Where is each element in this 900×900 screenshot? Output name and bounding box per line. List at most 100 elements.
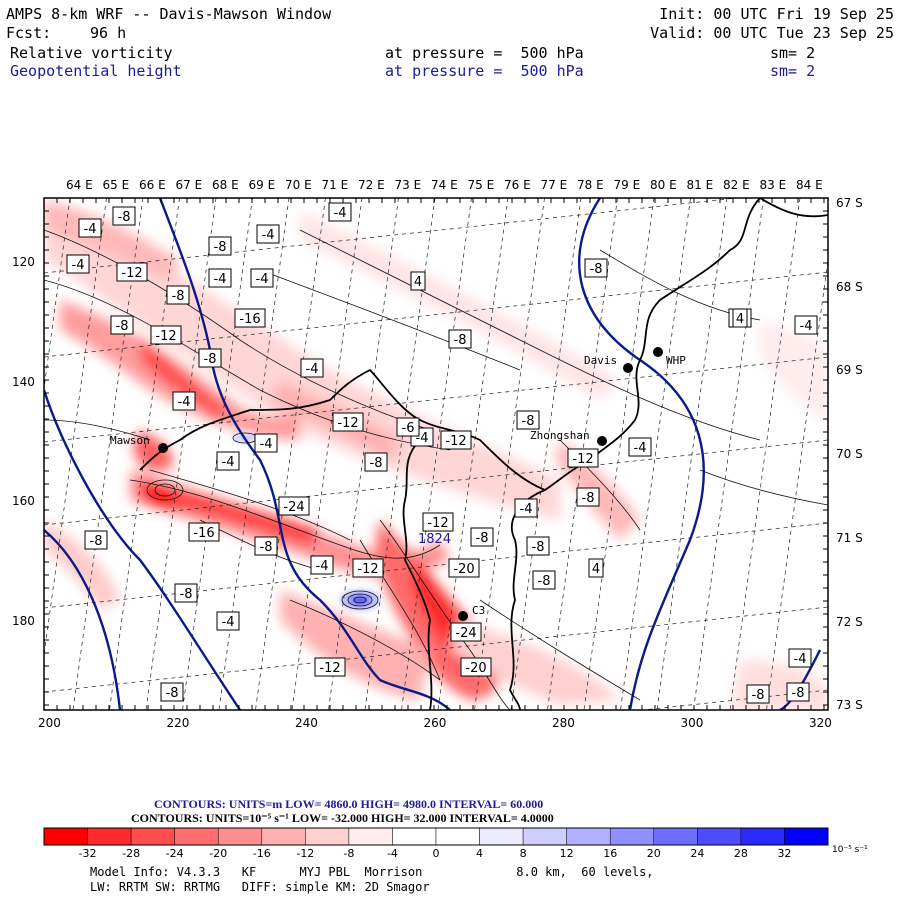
contour-label-box: -4 — [310, 555, 334, 575]
contour-label-box: -8 — [516, 410, 540, 430]
contour-label-box: -4 — [172, 391, 196, 411]
y-tick-label: 140 — [12, 374, 35, 389]
contour-label-box: 4 — [588, 558, 604, 578]
x-tick-label: 220 — [166, 716, 190, 730]
longitude-label: 74 E — [431, 178, 458, 192]
colorbar-tick-label: 16 — [603, 847, 618, 860]
colorbar-tick-label: -8 — [343, 847, 355, 860]
field1-smoothing: sm= 2 — [770, 44, 816, 62]
contour-label-box: -4 — [788, 648, 812, 668]
svg-text:-4: -4 — [84, 222, 97, 237]
svg-text:-24: -24 — [455, 626, 476, 641]
latitude-label: 70 S — [836, 447, 863, 462]
svg-text:-12: -12 — [357, 562, 378, 577]
x-tick-label: 300 — [680, 716, 704, 730]
latitude-label: 69 S — [836, 363, 863, 378]
longitude-label: 84 E — [796, 178, 823, 192]
svg-text:-8: -8 — [590, 262, 603, 277]
contour-label-box: -4 — [256, 224, 280, 244]
colorbar-swatch — [174, 827, 219, 846]
colorbar-tick-label: 4 — [476, 847, 484, 860]
svg-text:-8: -8 — [90, 534, 103, 549]
valid-time: Valid: 00 UTC Tue 23 Sep 25 — [650, 24, 894, 42]
contour-label-box: -8 — [448, 329, 472, 349]
forecast-label: Fcst: — [6, 24, 52, 42]
svg-text:-16: -16 — [193, 526, 214, 541]
field2-name: Geopotential height — [10, 62, 182, 80]
svg-text:-4: -4 — [520, 502, 533, 517]
svg-text:-8: -8 — [116, 319, 129, 334]
longitude-label: 65 E — [102, 178, 130, 192]
height-contour-label: 1824 — [418, 532, 452, 547]
latitude-label: 72 S — [836, 614, 863, 629]
colorbar — [43, 827, 829, 846]
contour-label-box: -4 — [66, 254, 90, 274]
colorbar-tick-label: -4 — [386, 847, 398, 860]
whp-marker — [653, 347, 663, 357]
contour-label-box: -4 — [328, 202, 352, 222]
svg-text:-12: -12 — [319, 661, 340, 676]
contour-label-box: -8 — [364, 452, 388, 472]
contour-label-box: -12 — [116, 262, 148, 282]
longitude-label: 73 E — [394, 178, 422, 192]
svg-text:-4: -4 — [260, 437, 273, 452]
svg-text:-8: -8 — [214, 240, 227, 255]
latitude-label: 67 S — [836, 196, 863, 210]
svg-text:-6: -6 — [402, 421, 415, 436]
station-label-davis: Davis — [584, 354, 618, 367]
svg-text:-8: -8 — [752, 688, 765, 703]
svg-text:-4: -4 — [222, 615, 235, 630]
contour-label-box: 4 — [410, 271, 426, 291]
svg-text:4: 4 — [592, 562, 600, 577]
svg-text:-12: -12 — [121, 266, 142, 281]
longitude-label: 70 E — [285, 178, 312, 192]
contour-label-box: -24 — [278, 496, 310, 516]
contour-label-box: -4 — [514, 498, 538, 518]
latitude-label: 73 S — [836, 698, 863, 713]
contour-label-box: -6 — [396, 417, 420, 437]
svg-text:-4: -4 — [306, 362, 319, 377]
map-frame — [43, 197, 829, 711]
longitude-label: 75 E — [467, 178, 495, 192]
svg-text:-4: -4 — [316, 559, 329, 574]
svg-text:-4: -4 — [800, 319, 813, 334]
contour-label-box: -8 — [526, 536, 550, 556]
svg-text:-4: -4 — [334, 206, 347, 221]
contour-label-box: -12 — [150, 325, 182, 345]
contour-label-box: -8 — [746, 684, 770, 704]
longitude-label: 68 E — [212, 178, 239, 192]
contour-label-box: -16 — [188, 522, 220, 542]
contour-label-box: -4 — [216, 451, 240, 471]
contour-label-box: -8 — [112, 206, 136, 226]
colorbar-swatch — [305, 827, 350, 846]
svg-text:-4: -4 — [256, 272, 269, 287]
x-tick-label: 200 — [38, 716, 61, 730]
contour-label-box: -8 — [470, 527, 494, 547]
y-tick-label: 180 — [12, 613, 35, 628]
svg-text:-8: -8 — [204, 352, 217, 367]
zhongshan-marker — [597, 436, 607, 446]
field2-smoothing: sm= 2 — [770, 62, 816, 80]
latitude-label: 71 S — [836, 530, 863, 545]
svg-text:4: 4 — [414, 275, 422, 290]
longitude-label: 76 E — [504, 178, 531, 192]
longitude-label: 67 E — [175, 178, 203, 192]
field1-name: Relative vorticity — [10, 44, 173, 62]
model-info-line2: LW: RRTM SW: RRTMG DIFF: simple KM: 2D S… — [90, 880, 430, 894]
station-label-mawson: Mawson — [110, 434, 150, 447]
colorbar-tick-label: 12 — [559, 847, 574, 860]
x-tick-label: 240 — [295, 716, 318, 730]
station-label-c3: C3 — [472, 604, 486, 617]
colorbar-swatch — [261, 827, 306, 846]
colorbar-swatch — [217, 827, 263, 846]
svg-text:-20: -20 — [465, 661, 486, 676]
svg-text:-12: -12 — [445, 434, 466, 449]
colorbar-tick-label: 32 — [777, 847, 792, 860]
latitude-label: 68 S — [836, 279, 863, 294]
contour-label-box: -8 — [160, 682, 184, 702]
colorbar-tick-label: -24 — [165, 847, 184, 860]
longitude-label: 71 E — [321, 178, 349, 192]
svg-text:-20: -20 — [453, 562, 474, 577]
longitude-label: 78 E — [577, 178, 604, 192]
